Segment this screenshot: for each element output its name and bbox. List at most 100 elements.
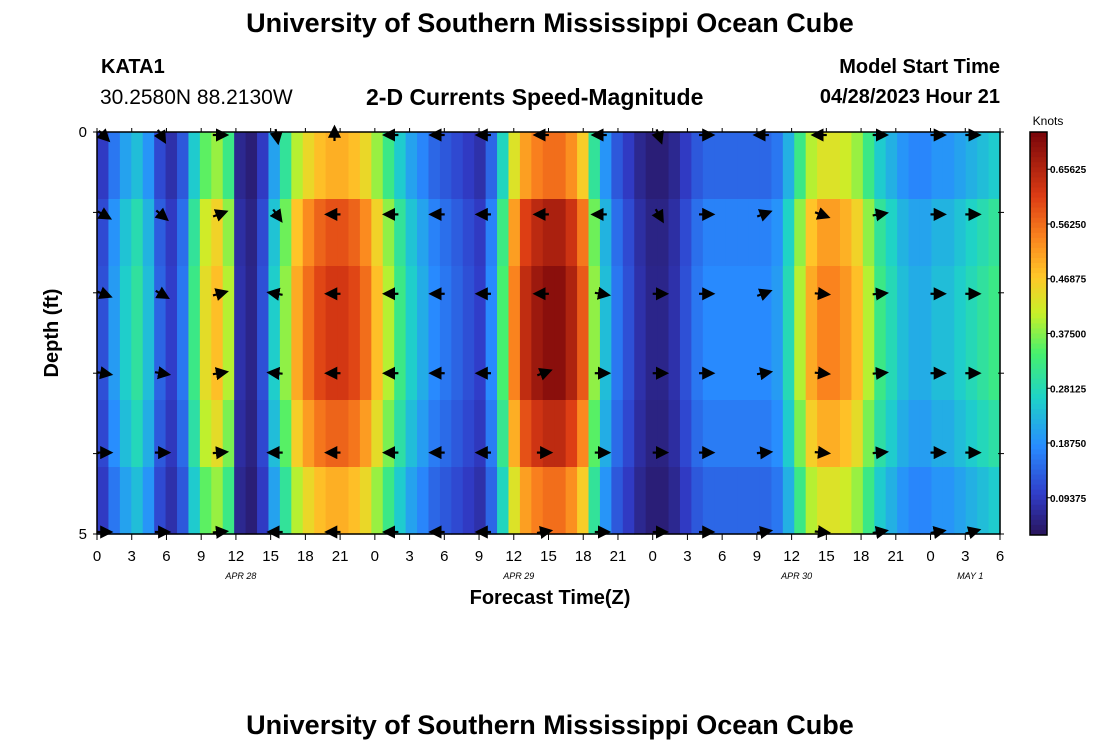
heatmap-cell — [451, 467, 464, 535]
heatmap-cell — [325, 132, 338, 200]
heatmap-cell — [839, 333, 852, 401]
current-arrow — [266, 287, 283, 301]
heatmap-cell — [199, 467, 212, 535]
heatmap-cell — [199, 400, 212, 468]
heatmap-cell — [805, 132, 818, 200]
heatmap-cell — [97, 400, 110, 468]
heatmap-cell — [634, 199, 647, 267]
heatmap-cell — [954, 333, 967, 401]
heatmap-cell — [165, 467, 178, 535]
colorbar-tick-label: 0.18750 — [1050, 439, 1087, 450]
heatmap-cell — [588, 266, 601, 334]
heatmap-cell — [462, 266, 475, 334]
heatmap-cell — [554, 266, 567, 334]
heatmap-cell — [314, 467, 327, 535]
heatmap-cell — [828, 400, 841, 468]
heatmap-cell — [279, 333, 292, 401]
colorbar-segment — [1030, 459, 1047, 465]
heatmap-cell — [771, 199, 784, 267]
heatmap-cell — [748, 333, 761, 401]
colorbar-segment — [1030, 398, 1047, 405]
heatmap-cell — [908, 132, 921, 200]
heatmap-cell — [371, 333, 384, 401]
heatmap-cell — [702, 132, 715, 200]
heatmap-cell — [565, 199, 578, 267]
heatmap-cell — [279, 266, 292, 334]
heatmap-cell — [291, 333, 304, 401]
x-tick-label: 18 — [297, 548, 314, 565]
heatmap-cell — [131, 467, 144, 535]
colorbar-segment — [1030, 338, 1047, 345]
heatmap-cell — [257, 199, 270, 267]
heatmap-cell — [279, 199, 292, 267]
x-tick-label: 6 — [440, 548, 448, 565]
heatmap-cell — [291, 132, 304, 200]
heatmap-cell — [291, 199, 304, 267]
colorbar-segment — [1030, 293, 1047, 299]
heatmap-cell — [462, 400, 475, 468]
y-axis-ticks: 05 — [79, 124, 1004, 543]
heatmap-cell — [542, 132, 555, 200]
colorbar-segment — [1030, 494, 1047, 501]
current-arrow — [814, 525, 832, 539]
heatmap-cell — [348, 400, 361, 468]
heatmap-cell — [439, 400, 452, 468]
heatmap-cell — [931, 467, 944, 535]
heatmap-cell — [611, 266, 624, 334]
heatmap-cell — [839, 199, 852, 267]
colorbar-segment — [1030, 157, 1047, 163]
chart-subtitle: 2-D Currents Speed-Magnitude — [366, 84, 704, 110]
heatmap-cell — [497, 467, 510, 535]
heatmap-cell — [245, 400, 258, 468]
heatmap-cell — [474, 266, 487, 334]
heatmap-cell — [759, 199, 772, 267]
heatmap-cell — [542, 266, 555, 334]
colorbar-segment — [1030, 167, 1047, 173]
heatmap-cell — [325, 266, 338, 334]
heatmap-cell — [337, 132, 350, 200]
heatmap-cell — [97, 132, 110, 200]
colorbar-segment — [1030, 393, 1047, 400]
heatmap-cell — [657, 333, 670, 401]
colorbar-segment — [1030, 424, 1047, 430]
colorbar-segment — [1030, 479, 1047, 486]
heatmap-cell — [519, 333, 532, 401]
heatmap-cell — [462, 333, 475, 401]
heatmap-cell — [531, 400, 544, 468]
heatmap-cell — [234, 266, 247, 334]
colorbar-segment — [1030, 524, 1047, 531]
heatmap-cell — [497, 400, 510, 468]
colorbar-segment — [1030, 222, 1047, 229]
current-arrow — [154, 207, 169, 222]
heatmap-cell — [737, 467, 750, 535]
colorbar-segment — [1030, 409, 1047, 415]
heatmap-cell — [805, 333, 818, 401]
heatmap-cell — [988, 467, 1001, 535]
current-arrow — [269, 208, 283, 223]
heatmap-cell — [154, 266, 167, 334]
current-arrow — [212, 209, 229, 222]
heatmap-cell — [279, 467, 292, 535]
heatmap-cell — [942, 199, 955, 267]
heatmap-cell — [782, 266, 795, 334]
heatmap-cell — [794, 333, 807, 401]
heatmap-cell — [577, 400, 590, 468]
heatmap-cell — [954, 199, 967, 267]
heatmap-cell — [862, 199, 875, 267]
heatmap-cell — [108, 199, 121, 267]
heatmap-cell — [611, 132, 624, 200]
heatmap-cell — [485, 266, 498, 334]
heatmap-cell — [119, 333, 132, 401]
heatmap-cell — [165, 199, 178, 267]
heatmap-cell — [702, 467, 715, 535]
heatmap-cell — [302, 132, 315, 200]
heatmap-cell — [451, 400, 464, 468]
current-arrow — [872, 366, 889, 381]
colorbar-segment — [1030, 474, 1047, 481]
colorbar-segment — [1030, 429, 1047, 435]
colorbar-segment — [1030, 273, 1047, 279]
current-arrow — [154, 366, 172, 380]
heatmap-cell — [394, 333, 407, 401]
heatmap-cell — [485, 467, 498, 535]
heatmap-cell — [245, 467, 258, 535]
